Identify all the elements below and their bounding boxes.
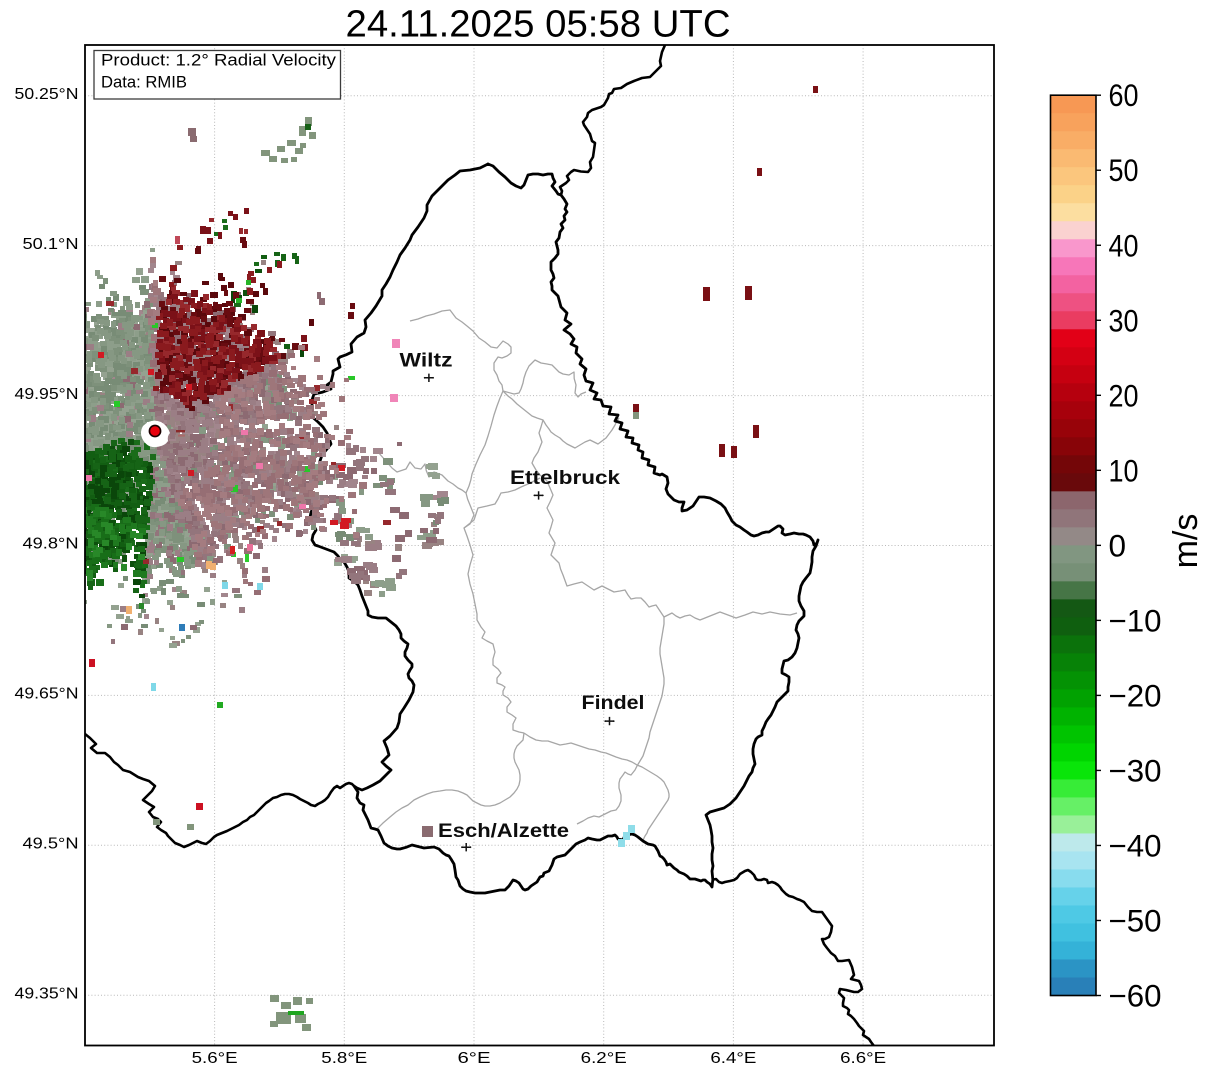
svg-text:−20: −20 bbox=[1109, 677, 1162, 713]
svg-text:49.8°N: 49.8°N bbox=[23, 536, 79, 553]
svg-text:49.35°N: 49.35°N bbox=[15, 986, 79, 1003]
svg-text:Wiltz: Wiltz bbox=[400, 351, 453, 372]
svg-text:60: 60 bbox=[1109, 77, 1139, 113]
svg-text:6°E: 6°E bbox=[458, 1050, 491, 1067]
svg-text:6.6°E: 6.6°E bbox=[840, 1050, 886, 1067]
svg-text:40: 40 bbox=[1109, 227, 1139, 263]
svg-text:−40: −40 bbox=[1109, 827, 1162, 863]
svg-text:Ettelbruck: Ettelbruck bbox=[510, 468, 621, 489]
svg-text:49.95°N: 49.95°N bbox=[15, 386, 79, 403]
svg-text:−30: −30 bbox=[1109, 752, 1162, 788]
svg-text:49.65°N: 49.65°N bbox=[15, 686, 79, 703]
svg-text:49.5°N: 49.5°N bbox=[23, 836, 79, 853]
svg-text:30: 30 bbox=[1109, 302, 1139, 338]
svg-text:6.4°E: 6.4°E bbox=[710, 1050, 756, 1067]
svg-text:−60: −60 bbox=[1109, 978, 1162, 1014]
svg-text:m/s: m/s bbox=[1167, 514, 1205, 569]
svg-text:Esch/Alzette: Esch/Alzette bbox=[438, 821, 569, 842]
svg-text:6.2°E: 6.2°E bbox=[581, 1050, 627, 1067]
svg-text:Data: RMIB: Data: RMIB bbox=[101, 74, 187, 92]
svg-text:50: 50 bbox=[1109, 152, 1139, 188]
svg-text:5.6°E: 5.6°E bbox=[192, 1050, 238, 1067]
svg-text:Product: 1.2° Radial Velocity: Product: 1.2° Radial Velocity bbox=[101, 52, 337, 70]
svg-text:10: 10 bbox=[1109, 452, 1139, 488]
svg-text:Findel: Findel bbox=[582, 693, 645, 714]
svg-text:20: 20 bbox=[1109, 377, 1139, 413]
svg-text:−10: −10 bbox=[1109, 602, 1162, 638]
svg-text:24.11.2025 05:58 UTC: 24.11.2025 05:58 UTC bbox=[346, 4, 731, 46]
svg-text:0: 0 bbox=[1109, 527, 1127, 563]
svg-text:50.25°N: 50.25°N bbox=[15, 86, 79, 103]
svg-text:5.8°E: 5.8°E bbox=[321, 1050, 367, 1067]
svg-text:−50: −50 bbox=[1109, 902, 1162, 938]
svg-text:50.1°N: 50.1°N bbox=[23, 236, 79, 253]
